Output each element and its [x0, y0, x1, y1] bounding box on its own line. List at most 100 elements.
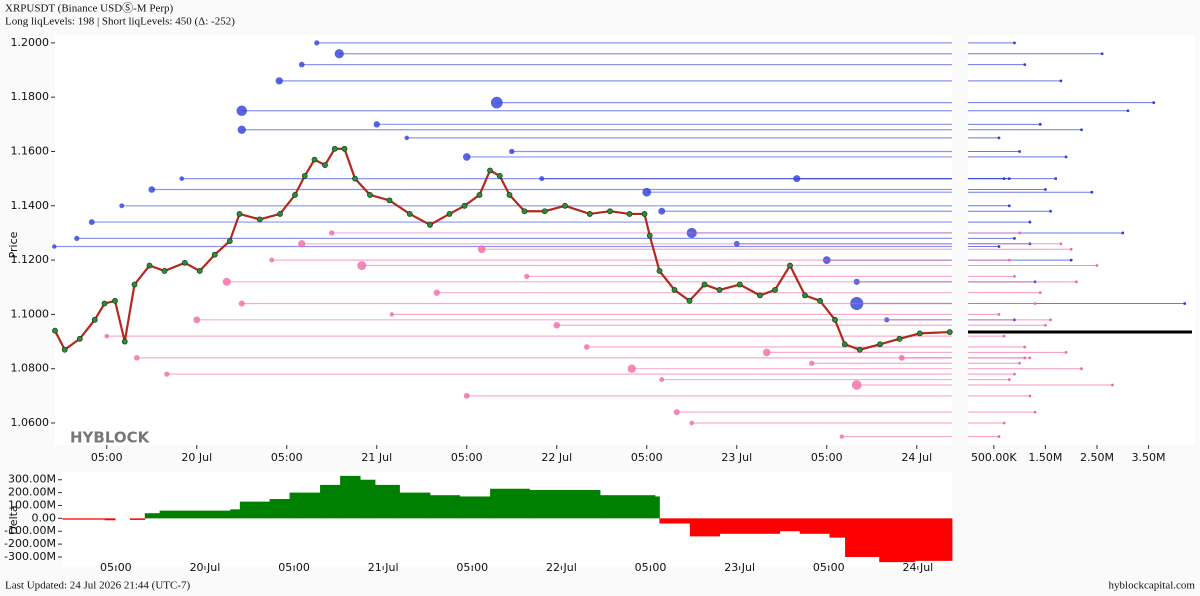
liq-bubble — [898, 354, 905, 361]
delta-bar — [779, 518, 801, 532]
liq-bubble — [477, 245, 486, 254]
x-tick-label: 05:00 — [631, 451, 663, 464]
price-point — [626, 211, 633, 217]
size-dot — [1028, 356, 1032, 360]
delta-bar — [659, 518, 691, 524]
liq-bubble — [642, 187, 652, 197]
size-tick-label: 1.50M — [1028, 451, 1062, 464]
price-point — [656, 268, 663, 274]
liq-bubble — [673, 409, 680, 416]
price-point — [607, 208, 613, 215]
price-point — [352, 175, 358, 182]
size-dot — [1018, 231, 1021, 235]
x-tick-label: 05:00 — [91, 451, 123, 464]
x-tick-label: 05:00 — [271, 451, 303, 464]
delta-bar — [799, 518, 830, 534]
y-tick-label: -200.00M — [4, 537, 56, 550]
x-tick-label: 05:00 — [635, 561, 667, 574]
delta-bar — [340, 475, 361, 519]
y-tick-label: 1.1600 — [11, 144, 50, 157]
delta-bar — [689, 518, 720, 537]
price-point — [496, 173, 503, 179]
liq-bubble — [583, 344, 590, 350]
price-point — [817, 297, 823, 304]
size-tick-label: 2.50M — [1080, 451, 1114, 464]
liq-bubble — [490, 96, 503, 109]
x-tick-label: 24 Jul — [901, 451, 932, 464]
liq-bubble — [851, 380, 862, 390]
delta-bar — [62, 518, 106, 520]
x-tick-label: 23 Jul — [721, 451, 752, 464]
x-tick-label: 05:00 — [811, 451, 843, 464]
price-point — [367, 192, 373, 198]
price-point — [641, 211, 648, 217]
liq-bubble — [509, 148, 515, 155]
liq-bubble — [298, 61, 305, 68]
price-point — [146, 262, 153, 269]
size-dot — [1054, 177, 1058, 181]
price-point — [896, 335, 903, 342]
x-tick-label: 05:00 — [456, 561, 488, 574]
liq-bubble — [88, 219, 95, 226]
price-point — [181, 259, 188, 266]
size-dot — [1033, 410, 1037, 414]
price-plot — [55, 35, 952, 445]
x-tick-label: 05:00 — [813, 561, 845, 574]
delta-bar — [914, 518, 953, 561]
delta-bar — [845, 518, 880, 557]
liq-bubble — [658, 207, 666, 215]
x-tick-label: 21 Jul — [368, 561, 399, 574]
size-dot — [1069, 247, 1073, 251]
price-point — [856, 346, 863, 353]
liq-bubble — [389, 312, 394, 317]
price-point — [946, 329, 953, 335]
price-point — [772, 287, 778, 293]
y-tick-label: -100.00M — [4, 524, 56, 537]
footer-site: hyblockcapital.com — [1109, 580, 1196, 592]
liq-bubble — [539, 176, 545, 182]
delta-bar — [600, 495, 656, 519]
size-dot — [997, 312, 1001, 316]
size-dot — [1069, 258, 1073, 262]
liq-bubble — [237, 125, 246, 134]
liq-bubble — [659, 377, 665, 383]
size-dot — [1152, 101, 1156, 105]
y-tick-label: 0.00 — [32, 511, 57, 524]
size-dot — [1126, 109, 1130, 113]
delta-bar — [129, 518, 146, 520]
liq-bubble — [269, 257, 275, 263]
size-dot — [1033, 302, 1037, 305]
y-tick-label: 1.0800 — [11, 362, 50, 375]
price-point — [832, 316, 838, 323]
liq-bubble — [524, 273, 530, 279]
price-point — [716, 287, 723, 293]
size-plot — [968, 35, 1195, 445]
liq-bubble — [298, 240, 306, 248]
size-dot — [1059, 79, 1063, 83]
price-point — [877, 341, 883, 348]
x-tick-label: 20 Jul — [190, 561, 221, 574]
size-dot — [1059, 242, 1063, 246]
watermark: HYBLOCK — [70, 429, 151, 447]
liq-bubble — [627, 364, 636, 373]
chart-title: XRPUSDT (Binance USDⓈ-M Perp) — [5, 2, 173, 15]
x-tick-label: 05:00 — [278, 561, 310, 574]
price-point — [52, 327, 58, 334]
y-tick-label: 200.00M — [8, 486, 56, 499]
size-dot — [1038, 122, 1042, 126]
price-point — [802, 292, 808, 299]
size-dot — [1049, 318, 1052, 322]
delta-bar — [459, 496, 491, 519]
size-dot — [1183, 302, 1187, 305]
size-dot — [1080, 367, 1083, 371]
liq-bubble — [164, 371, 170, 377]
y-tick-label: -300.00M — [4, 550, 56, 563]
liq-bubble — [314, 40, 320, 46]
price-point — [236, 211, 243, 217]
liq-bubble — [275, 77, 283, 85]
price-point — [226, 238, 233, 244]
size-dot — [1018, 361, 1021, 365]
y-tick-label: 300.00M — [8, 473, 56, 486]
delta-bar — [719, 518, 781, 534]
